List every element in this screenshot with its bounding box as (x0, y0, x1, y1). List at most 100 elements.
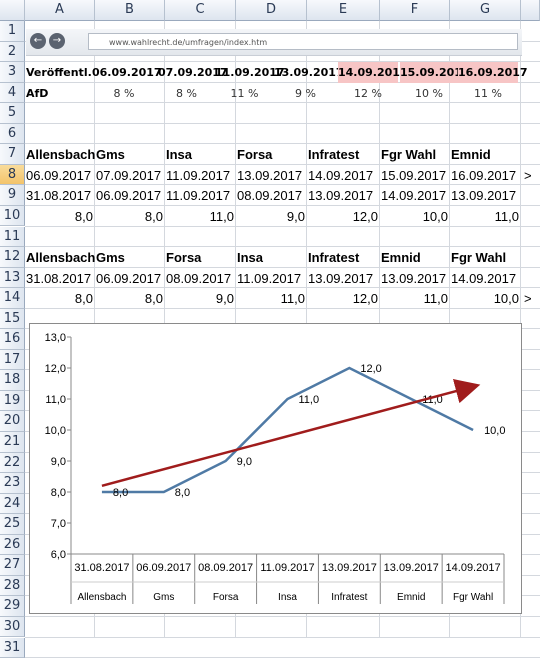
date-cell[interactable]: 08.09.2017 (166, 268, 235, 289)
value-cell[interactable]: 10,0 (450, 288, 519, 309)
value-cell[interactable]: 8,0 (95, 288, 163, 309)
row-header-28[interactable]: 28 (0, 576, 25, 597)
row-header-18[interactable]: 18 (0, 370, 25, 391)
header-cell[interactable]: Insa (237, 247, 306, 268)
date-cell[interactable]: 14.09.2017 (381, 185, 449, 206)
row-header-1[interactable]: 1 (0, 21, 25, 42)
value-cell[interactable]: 12,0 (307, 206, 378, 227)
date-cell[interactable]: 13.09.2017 (308, 185, 379, 206)
date-cell[interactable]: 14.09.2017 (451, 268, 520, 289)
date-cell[interactable]: 13.09.2017 (237, 165, 306, 186)
date-cell[interactable]: 13.09.2017 (381, 268, 449, 289)
select-all-corner[interactable] (0, 0, 25, 21)
row-header-12[interactable]: 12 (0, 247, 25, 268)
date-cell[interactable]: 06.09.2017 (96, 185, 164, 206)
date-cell[interactable]: 11.09.2017 (166, 165, 235, 186)
header-cell[interactable]: Allensbach (26, 144, 94, 165)
embedded-header-label: Veröffentl. (26, 62, 92, 83)
date-cell[interactable]: 13.09.2017 (308, 268, 379, 289)
value-cell[interactable]: 12,0 (307, 288, 378, 309)
date-cell[interactable]: 14.09.2017 (308, 165, 379, 186)
row-header-22[interactable]: 22 (0, 453, 25, 474)
date-cell[interactable]: 06.09.2017 (26, 165, 94, 186)
column-header-b[interactable]: B (95, 0, 165, 21)
row-header-27[interactable]: 27 (0, 555, 25, 576)
row-header-10[interactable]: 10 (0, 206, 25, 227)
date-cell[interactable]: 15.09.2017 (381, 165, 449, 186)
date-cell[interactable]: 31.08.2017 (26, 268, 94, 289)
address-bar[interactable]: www.wahlrecht.de/umfragen/index.htm (88, 33, 518, 50)
date-cell[interactable]: 16.09.2017 (451, 165, 520, 186)
column-header-d[interactable]: D (236, 0, 307, 21)
header-cell[interactable]: Infratest (308, 144, 379, 165)
row-header-31[interactable]: 31 (0, 638, 25, 658)
header-cell[interactable]: Forsa (237, 144, 306, 165)
column-header-a[interactable]: A (25, 0, 95, 21)
header-cell[interactable]: Emnid (451, 144, 520, 165)
gridline-h (25, 616, 540, 617)
header-cell[interactable]: Infratest (308, 247, 379, 268)
row-header-30[interactable]: 30 (0, 617, 25, 638)
back-icon[interactable]: ← (30, 33, 46, 49)
data-label: 12,0 (360, 363, 381, 375)
column-header-g[interactable]: G (450, 0, 521, 21)
date-cell[interactable]: 31.08.2017 (26, 185, 94, 206)
value-cell[interactable]: 11,0 (236, 288, 305, 309)
header-cell[interactable]: Insa (166, 144, 235, 165)
value-cell[interactable]: 9,0 (236, 206, 305, 227)
row-header-29[interactable]: 29 (0, 596, 25, 617)
row-header-13[interactable]: 13 (0, 268, 25, 289)
row-header-25[interactable]: 25 (0, 514, 25, 535)
row-header-20[interactable]: 20 (0, 411, 25, 432)
date-cell[interactable]: 06.09.2017 (96, 268, 164, 289)
forward-icon[interactable]: → (49, 33, 65, 49)
row-header-8[interactable]: 8 (0, 165, 25, 186)
column-header-f[interactable]: F (380, 0, 450, 21)
row-header-15[interactable]: 15 (0, 309, 25, 330)
row-header-4[interactable]: 4 (0, 83, 25, 104)
row-header-17[interactable]: 17 (0, 350, 25, 371)
row-header-19[interactable]: 19 (0, 391, 25, 412)
row-header-11[interactable]: 11 (0, 227, 25, 248)
value-cell[interactable]: 8,0 (95, 206, 163, 227)
value-cell[interactable]: 10,0 (380, 206, 448, 227)
column-header-rest (521, 0, 540, 21)
value-cell[interactable]: 11,0 (450, 206, 519, 227)
column-header-e[interactable]: E (307, 0, 380, 21)
row-header-2[interactable]: 2 (0, 42, 25, 63)
date-cell[interactable]: 11.09.2017 (166, 185, 235, 206)
header-cell[interactable]: Fgr Wahl (451, 247, 520, 268)
embedded-date: 15.09.2017 (400, 62, 458, 83)
header-cell[interactable]: Fgr Wahl (381, 144, 449, 165)
header-cell[interactable]: Emnid (381, 247, 449, 268)
row-header-23[interactable]: 23 (0, 473, 25, 494)
row-header-5[interactable]: 5 (0, 103, 25, 124)
value-cell[interactable]: 11,0 (380, 288, 448, 309)
row-header-14[interactable]: 14 (0, 288, 25, 309)
column-header-c[interactable]: C (165, 0, 236, 21)
date-cell[interactable]: 07.09.2017 (96, 165, 164, 186)
header-cell[interactable]: Forsa (166, 247, 235, 268)
x-tick-label-institute: Forsa (213, 592, 239, 603)
row-header-16[interactable]: 16 (0, 329, 25, 350)
value-cell[interactable]: 8,0 (25, 288, 93, 309)
date-cell[interactable]: 13.09.2017 (451, 185, 520, 206)
row-header-24[interactable]: 24 (0, 494, 25, 515)
date-cell[interactable]: 11.09.2017 (237, 268, 306, 289)
row-header-6[interactable]: 6 (0, 124, 25, 145)
value-cell[interactable]: 11,0 (165, 206, 234, 227)
row-header-7[interactable]: 7 (0, 144, 25, 165)
embedded-value: 11 % (458, 83, 518, 104)
row-header-9[interactable]: 9 (0, 185, 25, 206)
value-cell[interactable]: 9,0 (165, 288, 234, 309)
value-cell[interactable]: 8,0 (25, 206, 93, 227)
date-cell[interactable]: 08.09.2017 (237, 185, 306, 206)
row-header-3[interactable]: 3 (0, 62, 25, 83)
row-header-26[interactable]: 26 (0, 535, 25, 556)
header-cell[interactable]: Gms (96, 144, 164, 165)
header-cell[interactable]: Gms (96, 247, 164, 268)
header-cell[interactable]: Allensbach (26, 247, 94, 268)
row-header-21[interactable]: 21 (0, 432, 25, 453)
